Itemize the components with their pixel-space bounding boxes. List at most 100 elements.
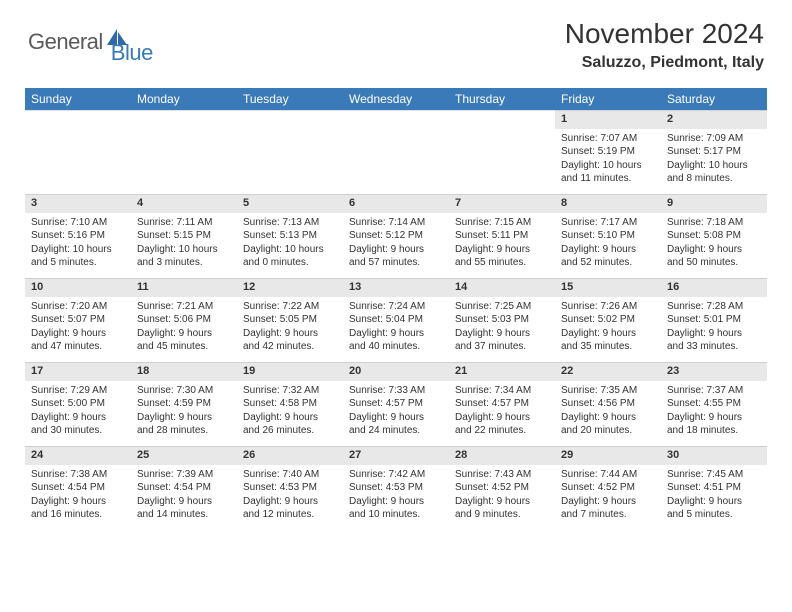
daylight-text-2: and 45 minutes.: [137, 340, 231, 354]
day-content-cell: Sunrise: 7:22 AMSunset: 5:05 PMDaylight:…: [237, 297, 343, 363]
daylight-text-1: Daylight: 9 hours: [137, 327, 231, 341]
daylight-text-2: and 26 minutes.: [243, 424, 337, 438]
sunset-text: Sunset: 4:53 PM: [243, 481, 337, 495]
daylight-text-1: Daylight: 9 hours: [31, 411, 125, 425]
sunset-text: Sunset: 5:00 PM: [31, 397, 125, 411]
daylight-text-1: Daylight: 9 hours: [667, 495, 761, 509]
sunrise-text: Sunrise: 7:40 AM: [243, 468, 337, 482]
day-content-cell: Sunrise: 7:17 AMSunset: 5:10 PMDaylight:…: [555, 213, 661, 279]
logo-text-blue: Blue: [111, 40, 153, 66]
daylight-text-2: and 47 minutes.: [31, 340, 125, 354]
daylight-text-2: and 22 minutes.: [455, 424, 549, 438]
sunrise-text: Sunrise: 7:20 AM: [31, 300, 125, 314]
day-number-cell: 26: [237, 447, 343, 465]
daylight-text-1: Daylight: 9 hours: [243, 327, 337, 341]
day-content-cell: Sunrise: 7:20 AMSunset: 5:07 PMDaylight:…: [25, 297, 131, 363]
sunrise-text: Sunrise: 7:10 AM: [31, 216, 125, 230]
day-content-cell: Sunrise: 7:10 AMSunset: 5:16 PMDaylight:…: [25, 213, 131, 279]
sunrise-text: Sunrise: 7:09 AM: [667, 132, 761, 146]
day-number-row: 3456789: [25, 195, 767, 213]
day-number-cell: 1: [555, 111, 661, 129]
weekday-header-row: Sunday Monday Tuesday Wednesday Thursday…: [25, 88, 767, 111]
day-number-row: 10111213141516: [25, 279, 767, 297]
day-number-cell: [449, 111, 555, 129]
sunrise-text: Sunrise: 7:07 AM: [561, 132, 655, 146]
sunset-text: Sunset: 4:58 PM: [243, 397, 337, 411]
sunrise-text: Sunrise: 7:35 AM: [561, 384, 655, 398]
daylight-text-2: and 5 minutes.: [667, 508, 761, 522]
day-number-cell: 24: [25, 447, 131, 465]
sunset-text: Sunset: 4:54 PM: [31, 481, 125, 495]
day-number-row: 24252627282930: [25, 447, 767, 465]
sunrise-text: Sunrise: 7:44 AM: [561, 468, 655, 482]
day-content-cell: Sunrise: 7:44 AMSunset: 4:52 PMDaylight:…: [555, 465, 661, 531]
sunrise-text: Sunrise: 7:25 AM: [455, 300, 549, 314]
sunrise-text: Sunrise: 7:30 AM: [137, 384, 231, 398]
daylight-text-2: and 50 minutes.: [667, 256, 761, 270]
daylight-text-1: Daylight: 9 hours: [561, 243, 655, 257]
daylight-text-2: and 24 minutes.: [349, 424, 443, 438]
day-number-cell: 16: [661, 279, 767, 297]
sunrise-text: Sunrise: 7:11 AM: [137, 216, 231, 230]
day-number-cell: 3: [25, 195, 131, 213]
day-content-cell: Sunrise: 7:45 AMSunset: 4:51 PMDaylight:…: [661, 465, 767, 531]
daylight-text-2: and 42 minutes.: [243, 340, 337, 354]
day-number-cell: 8: [555, 195, 661, 213]
sunrise-text: Sunrise: 7:26 AM: [561, 300, 655, 314]
sunset-text: Sunset: 5:08 PM: [667, 229, 761, 243]
day-content-cell: [449, 129, 555, 195]
sunset-text: Sunset: 4:54 PM: [137, 481, 231, 495]
header: General Blue November 2024 Saluzzo, Pied…: [0, 0, 792, 80]
daylight-text-2: and 18 minutes.: [667, 424, 761, 438]
weekday-header: Wednesday: [343, 88, 449, 111]
daylight-text-1: Daylight: 9 hours: [561, 327, 655, 341]
daylight-text-2: and 5 minutes.: [31, 256, 125, 270]
sunset-text: Sunset: 4:52 PM: [561, 481, 655, 495]
daylight-text-1: Daylight: 9 hours: [455, 243, 549, 257]
day-number-cell: 5: [237, 195, 343, 213]
daylight-text-1: Daylight: 9 hours: [667, 411, 761, 425]
day-content-cell: [237, 129, 343, 195]
daylight-text-1: Daylight: 9 hours: [137, 495, 231, 509]
day-content-cell: Sunrise: 7:40 AMSunset: 4:53 PMDaylight:…: [237, 465, 343, 531]
daylight-text-1: Daylight: 10 hours: [243, 243, 337, 257]
day-content-row: Sunrise: 7:07 AMSunset: 5:19 PMDaylight:…: [25, 129, 767, 195]
day-number-cell: 23: [661, 363, 767, 381]
daylight-text-2: and 37 minutes.: [455, 340, 549, 354]
day-content-cell: Sunrise: 7:24 AMSunset: 5:04 PMDaylight:…: [343, 297, 449, 363]
day-number-cell: 20: [343, 363, 449, 381]
sunset-text: Sunset: 4:52 PM: [455, 481, 549, 495]
day-content-cell: Sunrise: 7:28 AMSunset: 5:01 PMDaylight:…: [661, 297, 767, 363]
day-number-cell: [131, 111, 237, 129]
sunrise-text: Sunrise: 7:34 AM: [455, 384, 549, 398]
weekday-header: Monday: [131, 88, 237, 111]
daylight-text-2: and 7 minutes.: [561, 508, 655, 522]
day-number-cell: 6: [343, 195, 449, 213]
sunrise-text: Sunrise: 7:15 AM: [455, 216, 549, 230]
day-number-cell: 7: [449, 195, 555, 213]
daylight-text-1: Daylight: 10 hours: [31, 243, 125, 257]
day-content-cell: [25, 129, 131, 195]
daylight-text-1: Daylight: 9 hours: [667, 327, 761, 341]
sunset-text: Sunset: 5:02 PM: [561, 313, 655, 327]
day-number-row: 12: [25, 111, 767, 129]
daylight-text-2: and 57 minutes.: [349, 256, 443, 270]
sunset-text: Sunset: 4:59 PM: [137, 397, 231, 411]
sunrise-text: Sunrise: 7:28 AM: [667, 300, 761, 314]
sunset-text: Sunset: 4:53 PM: [349, 481, 443, 495]
sunset-text: Sunset: 5:17 PM: [667, 145, 761, 159]
daylight-text-2: and 14 minutes.: [137, 508, 231, 522]
title-block: November 2024 Saluzzo, Piedmont, Italy: [565, 18, 764, 72]
daylight-text-1: Daylight: 9 hours: [455, 327, 549, 341]
day-content-cell: Sunrise: 7:21 AMSunset: 5:06 PMDaylight:…: [131, 297, 237, 363]
sunset-text: Sunset: 5:15 PM: [137, 229, 231, 243]
sunset-text: Sunset: 5:06 PM: [137, 313, 231, 327]
day-number-cell: 27: [343, 447, 449, 465]
day-content-cell: Sunrise: 7:32 AMSunset: 4:58 PMDaylight:…: [237, 381, 343, 447]
weekday-header: Thursday: [449, 88, 555, 111]
weekday-header: Tuesday: [237, 88, 343, 111]
day-number-cell: [237, 111, 343, 129]
daylight-text-2: and 8 minutes.: [667, 172, 761, 186]
daylight-text-2: and 0 minutes.: [243, 256, 337, 270]
sunset-text: Sunset: 5:04 PM: [349, 313, 443, 327]
